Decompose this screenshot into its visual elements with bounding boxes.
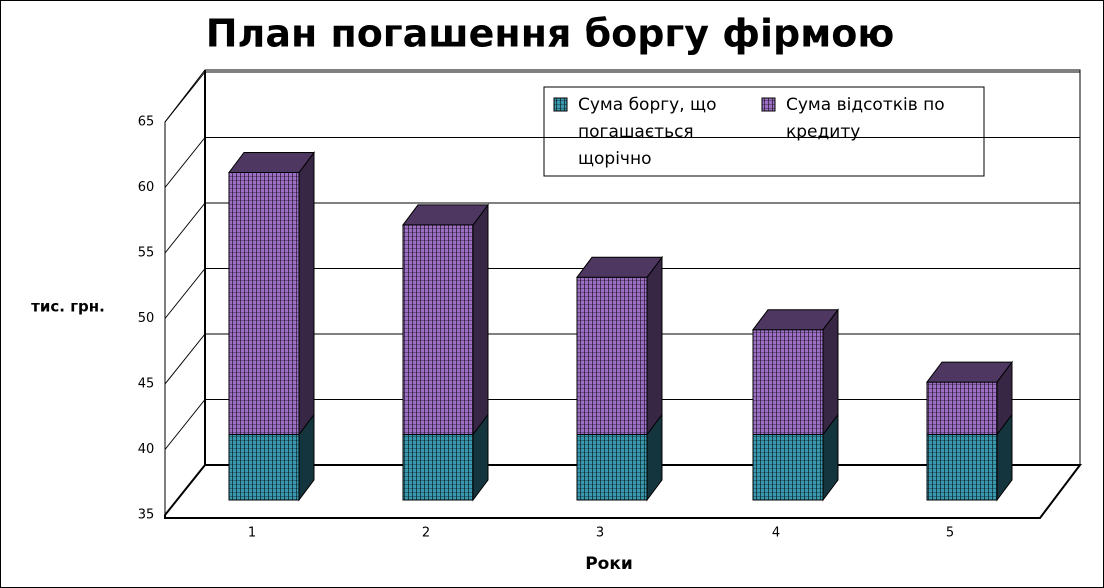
bar-segment [402, 203, 489, 436]
bar-segment [926, 360, 1013, 436]
bar-side [822, 308, 839, 436]
bar-segment [752, 413, 839, 502]
bar-texture [577, 277, 647, 435]
bar-segment [752, 308, 839, 436]
x-tick-label: 3 [596, 526, 604, 541]
grid-line-side [164, 333, 206, 385]
grid-line-side [164, 137, 206, 188]
bar-segment [402, 413, 489, 502]
bar-segment [228, 151, 315, 436]
grid-line-side [164, 399, 206, 450]
y-tick-label: 35 [138, 508, 155, 523]
y-tick-label: 40 [138, 442, 155, 457]
legend-swatch-texture [554, 98, 567, 111]
bar-segment [576, 413, 663, 502]
x-tick-label: 5 [946, 526, 954, 541]
y-tick-label: 65 [138, 115, 155, 130]
bar-top [228, 152, 315, 173]
x-tick-label: 1 [248, 526, 256, 541]
bar-texture [403, 434, 473, 500]
y-tick-label: 45 [138, 377, 155, 392]
bar-top [926, 361, 1013, 383]
bar-texture [229, 172, 299, 435]
bar-texture [229, 434, 299, 500]
grid-line-side [164, 71, 206, 123]
grid-line-side [164, 202, 206, 254]
y-tick-label: 55 [138, 246, 155, 261]
grid-line-side [164, 268, 206, 319]
bar-texture [753, 329, 823, 435]
bar-texture [927, 382, 997, 435]
y-tick-label: 60 [138, 180, 155, 195]
chart-title: План погашення боргу фірмою [206, 12, 895, 56]
bar-texture [577, 434, 647, 500]
x-tick-label: 4 [772, 526, 780, 541]
bar-texture [753, 434, 823, 500]
x-axis-title: Роки [585, 554, 633, 574]
bar-side [646, 255, 663, 436]
bar-segment [576, 255, 663, 436]
bar-side [472, 203, 489, 436]
bar-top [752, 309, 839, 331]
y-tick-label: 50 [138, 311, 155, 326]
legend-swatch-texture [762, 98, 775, 111]
bar-segment [926, 413, 1013, 502]
y-axis-title: тис. грн. [31, 298, 105, 316]
bar-side [298, 151, 315, 436]
bar-top [402, 204, 489, 226]
bar-top [576, 256, 663, 278]
bar-texture [927, 434, 997, 500]
bar-texture [403, 224, 473, 435]
x-tick-label: 2 [422, 526, 430, 541]
bar-segment [228, 413, 315, 502]
